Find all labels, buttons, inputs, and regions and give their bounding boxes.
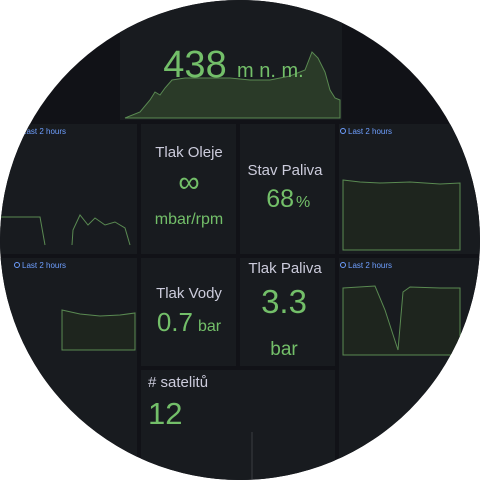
altitude-unit: m n. m. bbox=[237, 60, 304, 82]
sparkline bbox=[61, 309, 136, 351]
panel-unit: % bbox=[296, 194, 310, 211]
panel bbox=[141, 370, 335, 480]
sparkline bbox=[124, 51, 341, 119]
panel-unit: bar bbox=[270, 339, 298, 360]
panel bbox=[141, 258, 236, 366]
clock-icon bbox=[340, 128, 346, 134]
panel-value: 3.3 bbox=[261, 283, 307, 320]
panel bbox=[240, 124, 335, 254]
panel-value: 68 bbox=[266, 185, 294, 213]
panel-title: Stav Paliva bbox=[247, 162, 323, 179]
panel bbox=[0, 258, 137, 480]
panel-value: ∞ bbox=[178, 166, 199, 199]
panel-title: Tlak Paliva bbox=[248, 260, 322, 277]
panel bbox=[141, 124, 236, 254]
panel bbox=[240, 258, 335, 366]
sparkline bbox=[342, 179, 461, 251]
panel-unit: mbar/rpm bbox=[155, 211, 223, 228]
panel-unit: bar bbox=[198, 318, 222, 335]
panel-value: 0.7 bbox=[157, 307, 193, 337]
sparkline bbox=[0, 214, 131, 246]
clock-icon bbox=[14, 262, 20, 268]
clock-icon bbox=[14, 128, 20, 134]
time-range: Last 2 hours bbox=[22, 127, 66, 136]
time-range: Last 2 hours bbox=[348, 261, 392, 270]
time-range: Last 2 hours bbox=[348, 127, 392, 136]
clock-icon bbox=[340, 262, 346, 268]
panel-title: # satelitů bbox=[148, 374, 208, 391]
altitude-value: 438 bbox=[163, 44, 226, 86]
panel-title: Tlak Oleje bbox=[155, 144, 223, 161]
panel-value: 12 bbox=[148, 396, 182, 431]
panel-title: Tlak Vody bbox=[156, 285, 222, 302]
sparkline bbox=[342, 285, 461, 356]
panel bbox=[0, 124, 137, 254]
time-range: Last 2 hours bbox=[22, 261, 66, 270]
